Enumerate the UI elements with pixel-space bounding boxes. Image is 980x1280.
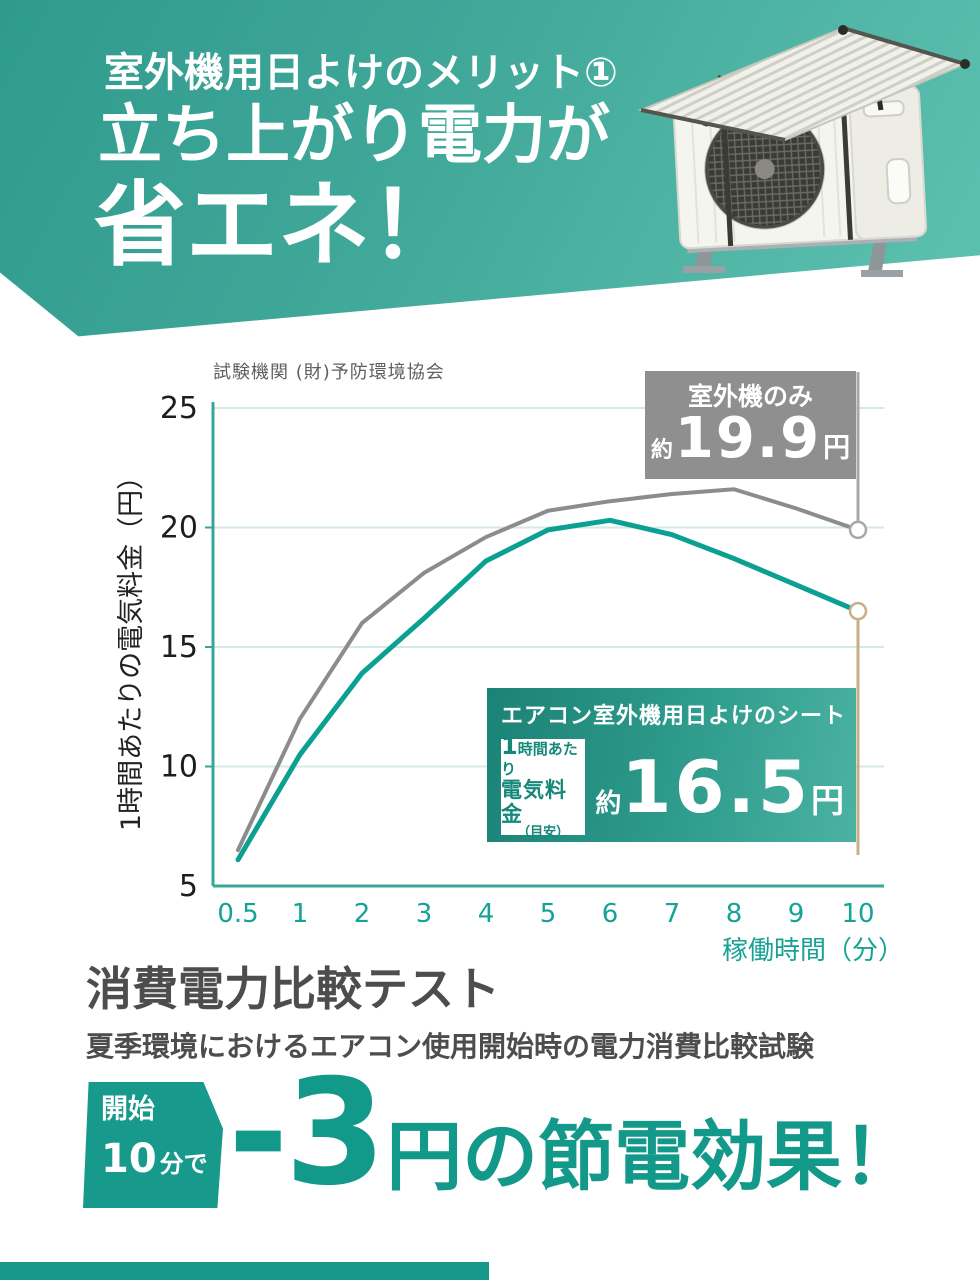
series-name: エアコン室外機用日よけのシート bbox=[501, 704, 847, 729]
x-tick-label: 6 bbox=[602, 899, 619, 929]
x-tick-label: 10 bbox=[841, 899, 874, 929]
fee-text: 電気料金 bbox=[501, 777, 567, 826]
y-tick-label: 15 bbox=[160, 630, 198, 665]
chart-source-note: 試験機関 (財)予防環境協会 bbox=[213, 362, 445, 383]
hero-title-line2: 省エネ！ bbox=[94, 172, 463, 279]
y-tick-label: 20 bbox=[160, 511, 198, 546]
series-end-value: 16.5 bbox=[621, 745, 811, 829]
x-tick-label: 0.5 bbox=[217, 899, 258, 929]
badge-suffix: 分で bbox=[159, 1150, 208, 1178]
series-line-1 bbox=[235, 517, 861, 863]
savings-text: 円の節電効果！ bbox=[386, 1112, 919, 1201]
approx-prefix: 約 bbox=[650, 437, 673, 463]
outdoor-unit-photo bbox=[637, 25, 970, 277]
test-section-title: 消費電力比較テスト bbox=[86, 962, 500, 1016]
per-hour-fee-note: 1時間あたり 電気料金 （目安） bbox=[501, 732, 586, 840]
start-10min-badge: 開始 10 分で bbox=[83, 1082, 223, 1208]
x-tick-label: 8 bbox=[726, 899, 743, 929]
badge-line1: 開始 bbox=[101, 1094, 155, 1125]
currency-unit: 円 bbox=[823, 432, 851, 464]
x-axis-title: 稼働時間（分） bbox=[722, 936, 904, 966]
hero-title-line1: 立ち上がり電力が bbox=[98, 99, 610, 173]
test-section-subtitle: 夏季環境におけるエアコン使用開始時の電力消費比較試験 bbox=[86, 1030, 815, 1063]
endpoint-marker-1 bbox=[848, 601, 868, 621]
x-tick-label: 3 bbox=[416, 899, 433, 929]
y-tick-label: 5 bbox=[179, 869, 198, 904]
y-axis-title: 1時間あたりの電気料金（円） bbox=[116, 463, 147, 831]
savings-value: -3 bbox=[228, 1048, 386, 1218]
per-hour-one: 1 bbox=[501, 731, 518, 760]
currency-unit: 円 bbox=[811, 781, 844, 820]
series-end-value: 19.9 bbox=[674, 405, 822, 471]
x-tick-label: 9 bbox=[788, 899, 805, 929]
next-section-strip bbox=[0, 1262, 489, 1280]
x-tick-label: 4 bbox=[478, 899, 495, 929]
estimate-text: （目安） bbox=[517, 825, 570, 841]
badge-value: 10 bbox=[101, 1136, 157, 1182]
hero-banner: 室外機用日よけのメリット① 立ち上がり電力が 省エネ！ bbox=[0, 0, 980, 345]
x-tick-label: 7 bbox=[664, 899, 681, 929]
series-line-0 bbox=[236, 487, 860, 853]
series-name: 室外機のみ bbox=[687, 382, 813, 412]
y-tick-label: 10 bbox=[160, 750, 198, 785]
savings-result: -3 円の節電効果！ bbox=[228, 1060, 918, 1206]
hero-eyebrow: 室外機用日よけのメリット① bbox=[104, 50, 618, 96]
shade-sheet bbox=[637, 25, 970, 142]
unit-body bbox=[672, 63, 927, 250]
series-label-outdoor-only: 室外機のみ 約 19.9 円 bbox=[645, 371, 856, 479]
x-tick-label: 2 bbox=[354, 899, 371, 929]
approx-prefix: 約 bbox=[595, 789, 622, 819]
per-hour-text: 時間あたり bbox=[501, 739, 578, 778]
y-tick-label: 25 bbox=[160, 391, 198, 426]
endpoint-marker-0 bbox=[848, 520, 868, 540]
series-label-shade-sheet: エアコン室外機用日よけのシート 1時間あたり 電気料金 （目安） 約 16.5 … bbox=[487, 688, 856, 842]
x-tick-label: 5 bbox=[540, 899, 557, 929]
cost-comparison-chart: 5 10 15 20 25 0.5 1 2 3 4 5 6 7 8 9 10 稼働時間（分） 1時間あたりの電気料… bbox=[116, 372, 904, 966]
x-tick-label: 1 bbox=[292, 899, 309, 929]
